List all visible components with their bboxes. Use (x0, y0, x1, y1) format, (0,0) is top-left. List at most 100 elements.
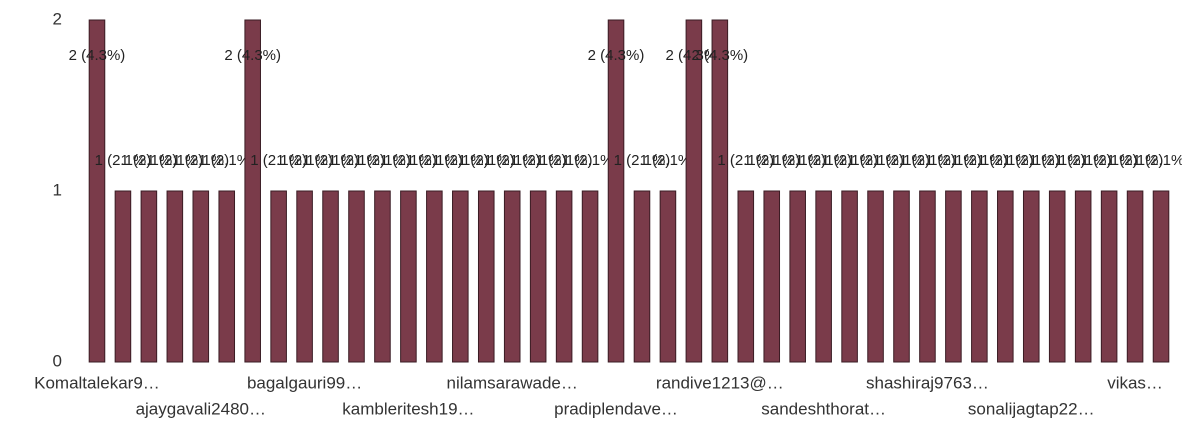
data-label: 1 (2.1%) (121, 152, 178, 169)
bar (893, 190, 910, 363)
bar (296, 190, 313, 363)
bar (374, 190, 391, 363)
x-tick-label: ajaygavali2480… (136, 399, 266, 418)
bar (867, 190, 884, 363)
data-label: 1 (2.1%) (354, 152, 411, 169)
bar (477, 190, 495, 363)
data-label: 1 (2.1%) (899, 152, 956, 169)
x-tick-label: bagalgauri99… (247, 373, 362, 392)
bar (581, 190, 599, 363)
data-label: 1 (2.1%) (198, 152, 255, 169)
bar (815, 190, 832, 363)
data-label: 1 (2.1%) (1133, 152, 1182, 169)
data-label: 1 (2.1%) (484, 152, 541, 169)
bar (452, 190, 469, 363)
data-label: 1 (2.1%) (95, 152, 152, 169)
data-label: 1 (2.1%) (640, 152, 697, 169)
data-label: 1 (2.1%) (406, 152, 463, 169)
data-label: 1 (2.1%) (562, 152, 619, 169)
data-label: 1 (2.1%) (172, 152, 229, 169)
data-label: 1 (2.1%) (328, 152, 385, 169)
data-label: 1 (2.1%) (380, 152, 437, 169)
y-tick-label: 2 (53, 9, 62, 28)
bar (166, 190, 184, 363)
data-label: 1 (2.1%) (614, 152, 671, 169)
data-label: 1 (2.1%) (743, 152, 800, 169)
bar (1152, 190, 1170, 363)
bar (607, 19, 625, 363)
bar (218, 190, 236, 363)
data-label: 1 (2.1%) (1029, 152, 1086, 169)
bar (659, 190, 677, 363)
data-label: 1 (2.1%) (1107, 152, 1164, 169)
y-tick-label: 1 (53, 180, 62, 199)
bar (88, 19, 106, 363)
bar (400, 190, 417, 363)
bar (114, 190, 132, 363)
data-label: 1 (2.1%) (250, 152, 307, 169)
bar (322, 190, 339, 363)
x-tick-label: sonalijagtap22… (968, 399, 1095, 418)
data-label: 1 (2.1%) (951, 152, 1008, 169)
data-label: 1 (2.1%) (847, 152, 904, 169)
data-label: 1 (2.1%) (536, 152, 593, 169)
bar (1126, 190, 1144, 363)
x-tick-label: nilamsarawade… (447, 373, 578, 392)
bar (737, 190, 755, 363)
bar (348, 190, 365, 363)
data-label: 1 (2.1%) (510, 152, 567, 169)
y-tick-label: 0 (53, 351, 62, 370)
bar (426, 190, 443, 363)
data-label: 1 (2.1%) (458, 152, 515, 169)
bar (841, 190, 858, 363)
bar (971, 190, 988, 363)
data-label: 1 (2.1%) (146, 152, 203, 169)
bar (685, 19, 703, 363)
bar (1100, 190, 1118, 363)
data-label: 1 (2.1%) (717, 152, 774, 169)
data-label: 1 (2.1%) (873, 152, 930, 169)
x-tick-label: Komaltalekar9… (34, 373, 160, 392)
x-tick-label: randive1213@… (656, 373, 784, 392)
bar (1022, 190, 1040, 363)
data-label: 1 (2.1%) (1003, 152, 1060, 169)
bar (529, 190, 547, 363)
data-label: 1 (2.1%) (302, 152, 359, 169)
x-tick-label: pradiplendave… (554, 399, 678, 418)
data-label: 1 (2.1%) (795, 152, 852, 169)
bar (763, 190, 781, 363)
bar (244, 19, 261, 363)
x-tick-label: shashiraj9763… (866, 373, 989, 392)
data-label: 1 (2.1%) (1055, 152, 1112, 169)
bar (1074, 190, 1092, 363)
x-tick-label: kambleritesh19… (342, 399, 474, 418)
bar (997, 190, 1014, 363)
data-label: 2 (4.3%) (224, 47, 281, 64)
data-label: 1 (2.1%) (925, 152, 982, 169)
bar (140, 190, 158, 363)
data-label: 2 (4.3%) (69, 47, 126, 64)
bar (919, 190, 936, 363)
bar (633, 190, 651, 363)
data-label: 1 (2.1%) (1081, 152, 1138, 169)
bar (503, 190, 521, 363)
bar (192, 190, 210, 363)
data-label: 1 (2.1%) (977, 152, 1034, 169)
bar (555, 190, 573, 363)
x-tick-label: sandeshthorat… (761, 399, 886, 418)
bar (270, 190, 287, 363)
data-label: 2 (4.3%) (691, 47, 748, 64)
bar (711, 19, 729, 363)
x-tick-label: vikas… (1107, 373, 1163, 392)
data-label: 1 (2.1%) (432, 152, 489, 169)
data-label: 2 (4.3%) (666, 47, 723, 64)
bar (1048, 190, 1066, 363)
data-label: 1 (2.1%) (821, 152, 878, 169)
data-label: 1 (2.1%) (276, 152, 333, 169)
bar (789, 190, 806, 363)
data-label: 2 (4.3%) (588, 47, 645, 64)
bar (945, 190, 962, 363)
data-label: 1 (2.1%) (769, 152, 826, 169)
